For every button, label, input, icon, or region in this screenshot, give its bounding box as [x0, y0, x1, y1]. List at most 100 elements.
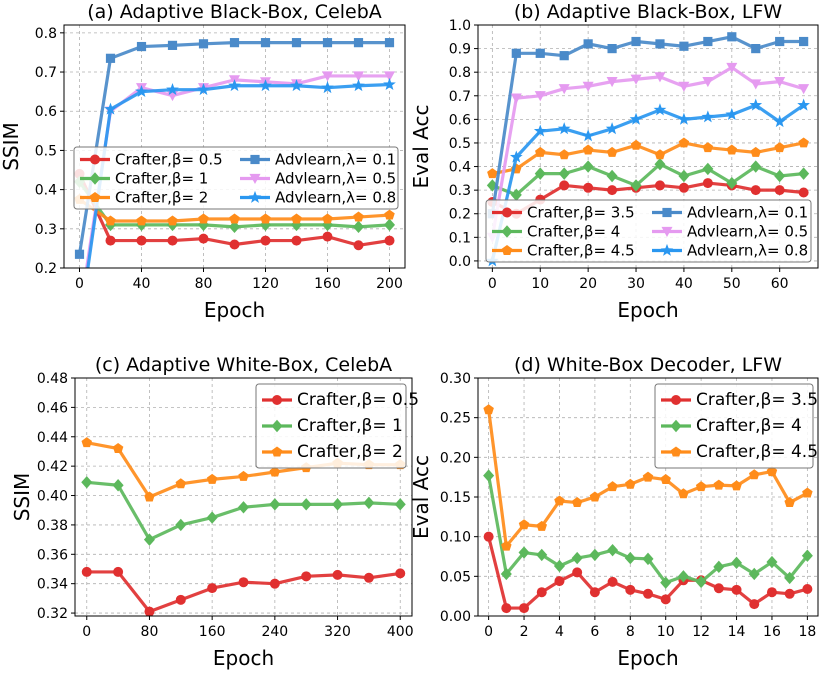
data-point: [322, 213, 333, 224]
data-point: [167, 235, 178, 246]
legend-swatch-marker: [271, 446, 283, 457]
legend-swatch-marker: [502, 207, 512, 218]
data-point: [167, 40, 178, 50]
data-point: [642, 471, 654, 482]
legend-swatch-marker: [501, 225, 513, 238]
data-point: [751, 43, 761, 54]
data-point: [802, 487, 813, 498]
legend-label: Crafter,β= 4: [527, 223, 620, 241]
data-point: [112, 479, 124, 492]
data-point: [166, 83, 179, 96]
x-tick-label: 80: [141, 624, 159, 640]
y-tick-label: 0.2: [35, 261, 57, 277]
y-tick-label: 0.4: [449, 160, 471, 176]
legend-swatch-marker: [661, 226, 673, 238]
data-point: [536, 548, 548, 562]
data-point: [136, 41, 147, 52]
data-point: [384, 38, 395, 48]
data-point: [798, 187, 809, 198]
data-point: [384, 235, 395, 246]
data-point: [678, 137, 690, 148]
data-point: [629, 112, 643, 125]
data-point: [229, 38, 240, 48]
data-point: [534, 91, 546, 102]
data-point: [750, 146, 761, 157]
y-tick-label: 0.5: [35, 143, 57, 159]
x-tick-label: 0: [75, 276, 84, 292]
legend-label: Crafter,β= 1: [115, 170, 208, 188]
data-point: [713, 560, 725, 574]
data-point: [749, 469, 760, 480]
x-tick-label: 50: [723, 276, 741, 292]
data-point: [702, 178, 713, 189]
data-point: [660, 474, 671, 485]
x-tick-label: 40: [675, 276, 693, 292]
data-point: [660, 576, 672, 589]
data-point: [624, 551, 636, 565]
data-point: [384, 209, 395, 220]
data-point: [750, 185, 761, 196]
data-point: [535, 146, 546, 157]
data-point: [653, 103, 667, 116]
data-point: [572, 567, 583, 578]
data-point: [301, 571, 312, 582]
data-point: [269, 466, 281, 477]
data-point: [749, 98, 763, 111]
data-point: [607, 543, 619, 557]
x-tick-label: 60: [771, 276, 789, 292]
data-point: [229, 239, 240, 250]
data-point: [553, 559, 565, 573]
data-point: [774, 77, 786, 88]
legend-swatch-marker: [670, 419, 682, 433]
x-tick-label: 10: [657, 624, 675, 640]
data-point: [774, 142, 785, 153]
data-point: [774, 169, 786, 183]
data-point: [487, 168, 498, 179]
data-point: [766, 466, 778, 477]
data-point: [536, 520, 547, 531]
data-point: [259, 79, 272, 92]
data-point: [581, 129, 595, 142]
y-tick-label: 0.40: [37, 489, 68, 505]
data-point: [500, 567, 512, 581]
data-point: [798, 84, 810, 95]
data-point: [582, 160, 594, 173]
data-point: [558, 84, 570, 95]
y-tick-label: 0.7: [35, 65, 57, 81]
data-point: [774, 185, 785, 196]
data-point: [352, 79, 365, 92]
data-point: [519, 603, 530, 614]
data-point: [630, 179, 642, 192]
legend-box: [485, 199, 812, 263]
data-point: [784, 571, 796, 585]
data-point: [731, 584, 742, 595]
data-point: [363, 572, 374, 583]
legend: Crafter,β= 3.5 Crafter,β= 4 Crafter,β= 4.5: [654, 383, 818, 469]
data-point: [678, 488, 689, 499]
data-point: [749, 599, 760, 610]
data-point: [321, 71, 334, 82]
data-point: [799, 36, 809, 47]
data-point: [269, 578, 280, 589]
data-point: [74, 310, 85, 320]
legend-label: Advlearn,λ= 0.5: [687, 223, 808, 241]
y-axis-label: Eval Acc: [409, 455, 433, 539]
plot-frame: [63, 24, 406, 269]
plot-frame: [74, 377, 413, 617]
y-tick-label: 0.05: [440, 569, 471, 585]
legend-swatch-marker: [272, 395, 282, 405]
legend: Crafter,β= 0.5 Crafter,β= 1 Crafter,β= 2: [255, 383, 419, 469]
data-point: [198, 39, 209, 49]
legend-label: Crafter,β= 4.5: [527, 242, 635, 260]
legend-swatch-marker: [250, 154, 260, 165]
data-point: [766, 555, 778, 569]
data-point: [228, 79, 241, 92]
x-tick-label: 4: [555, 624, 564, 640]
data-point: [237, 501, 250, 514]
x-tick-label: 0: [488, 276, 497, 292]
data-point: [383, 218, 396, 232]
data-point: [207, 583, 218, 594]
legend-label: Crafter,β= 1: [297, 416, 403, 436]
data-point: [206, 511, 218, 524]
